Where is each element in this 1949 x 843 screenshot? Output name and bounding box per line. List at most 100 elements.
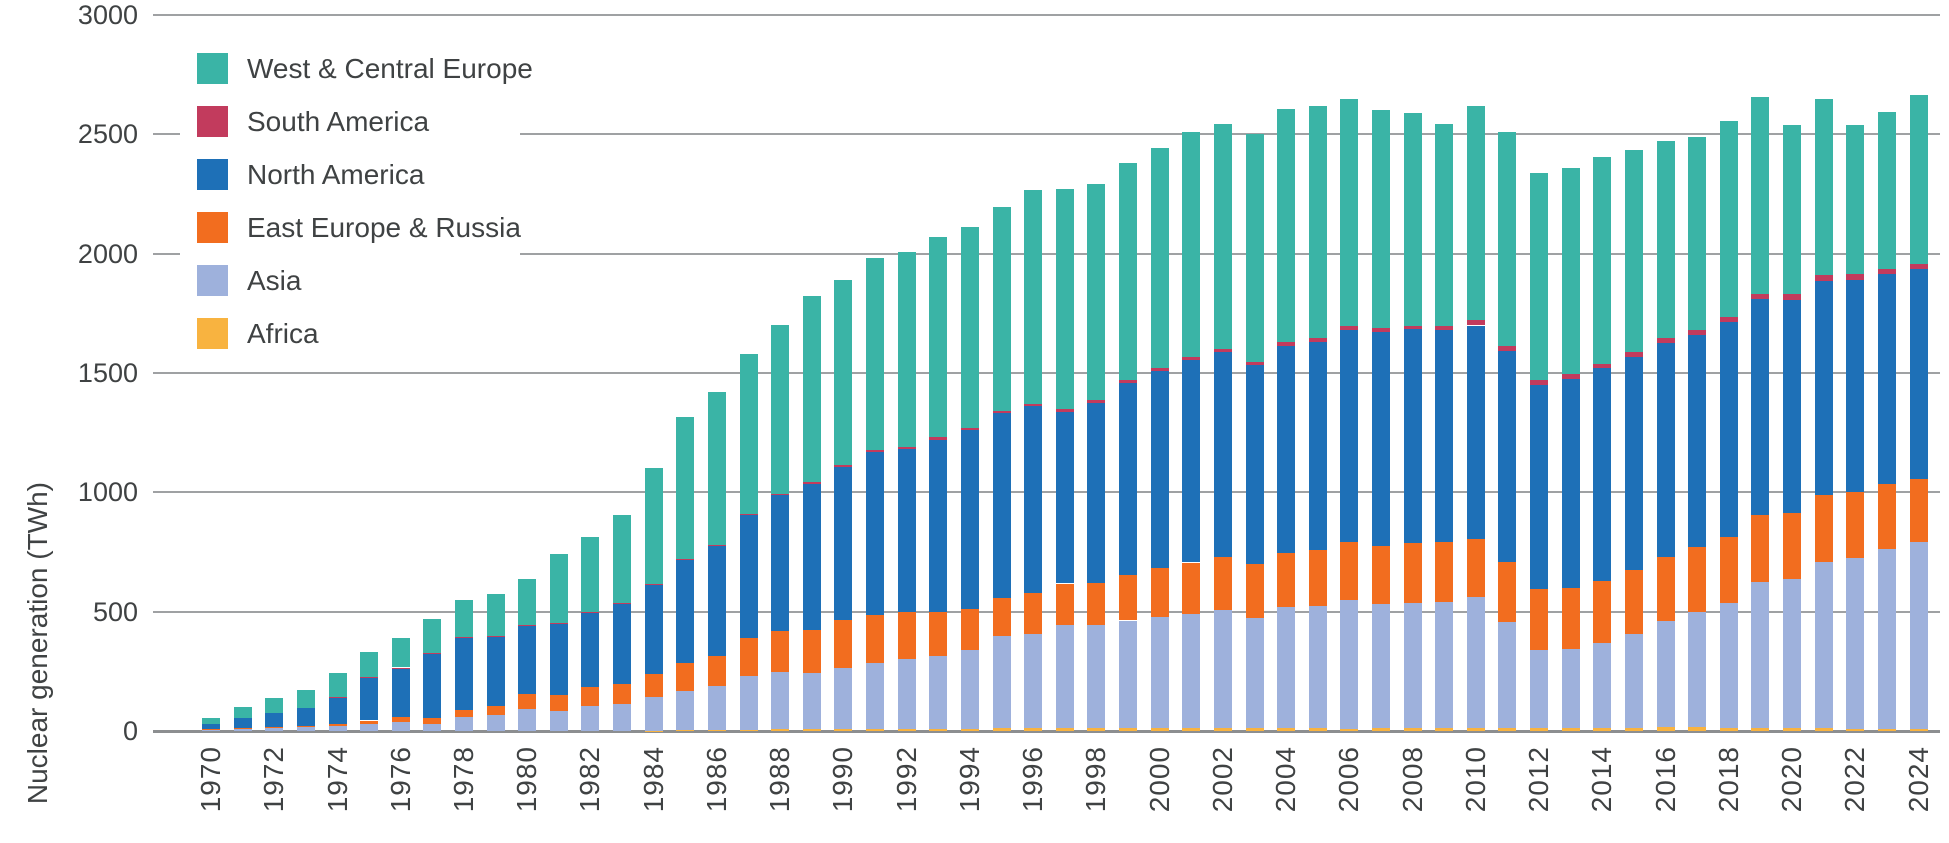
- bar-segment-2010-west-central-europe: [1466, 105, 1485, 321]
- bar-segment-2022-south-america: [1846, 274, 1865, 280]
- bar-segment-1971-west-central-europe: [233, 707, 252, 718]
- bar-segment-1990-south-america: [834, 465, 853, 468]
- bar-segment-2013-south-america: [1561, 374, 1580, 380]
- bar-segment-2018-north-america: [1719, 322, 1738, 538]
- bar-segment-1972-east-europe-russia: [265, 726, 284, 729]
- bar-segment-2012-west-central-europe: [1530, 172, 1548, 381]
- bar-segment-1996-west-central-europe: [1024, 189, 1043, 404]
- x-tick-label-1990: 1990: [827, 746, 859, 813]
- bar-segment-1984-west-central-europe: [644, 468, 663, 584]
- x-tick-label-2020: 2020: [1776, 746, 1807, 813]
- bar-segment-1991-africa: [866, 728, 884, 731]
- x-tick-label-2016: 2016: [1649, 746, 1681, 813]
- bar-segment-2008-south-america: [1403, 325, 1422, 330]
- bar-segment-1984-north-america: [644, 584, 663, 674]
- bar-segment-1999-asia: [1119, 620, 1137, 728]
- bar-segment-2003-south-america: [1245, 361, 1264, 366]
- y-tick-label-0: 0: [122, 716, 138, 746]
- legend-item-asia[interactable]: Asia: [197, 265, 520, 296]
- bar-segment-2018-east-europe-russia: [1719, 537, 1738, 603]
- bar-segment-2019-asia: [1751, 582, 1770, 728]
- x-tick-label-2002: 2002: [1206, 746, 1238, 813]
- bar-segment-2003-east-europe-russia: [1245, 564, 1264, 619]
- bar-segment-1972-west-central-europe: [265, 697, 284, 713]
- bar-segment-1992-africa: [897, 728, 916, 731]
- bar-segment-1997-south-america: [1055, 408, 1074, 412]
- bar-segment-1993-west-central-europe: [929, 237, 948, 438]
- bar-segment-2000-north-america: [1150, 371, 1169, 568]
- bar-segment-2002-africa: [1213, 728, 1232, 731]
- bar-segment-2016-east-europe-russia: [1656, 556, 1675, 622]
- legend-swatch: [197, 159, 228, 190]
- bar-segment-2011-west-central-europe: [1498, 131, 1517, 347]
- gridline-1000: [153, 491, 1940, 494]
- bar-segment-2020-east-europe-russia: [1783, 512, 1801, 579]
- bar-segment-1985-africa: [676, 730, 695, 731]
- bar-segment-1992-west-central-europe: [897, 252, 916, 447]
- bar-segment-1995-north-america: [992, 413, 1011, 599]
- bar-segment-2023-east-europe-russia: [1877, 484, 1896, 549]
- x-tick-label-1976: 1976: [384, 746, 416, 813]
- bar-segment-2014-north-america: [1593, 368, 1612, 581]
- bar-segment-2012-east-europe-russia: [1530, 589, 1548, 651]
- bar-segment-2022-west-central-europe: [1846, 124, 1865, 275]
- legend-item-south-america[interactable]: South America: [197, 106, 520, 137]
- bar-segment-1990-west-central-europe: [834, 280, 853, 466]
- x-tick-label-1980: 1980: [511, 746, 543, 813]
- bar-segment-2000-west-central-europe: [1150, 148, 1169, 369]
- bar-segment-2000-asia: [1150, 616, 1169, 728]
- legend-swatch: [197, 53, 228, 84]
- bar-segment-1975-west-central-europe: [360, 652, 379, 678]
- bar-segment-1980-east-europe-russia: [518, 694, 537, 710]
- bar-segment-2010-south-america: [1466, 320, 1485, 326]
- legend-item-west-central-europe[interactable]: West & Central Europe: [197, 53, 533, 84]
- bar-segment-1973-north-america: [296, 708, 315, 726]
- bar-segment-2017-east-europe-russia: [1688, 547, 1707, 612]
- bar-segment-1992-east-europe-russia: [897, 611, 916, 660]
- x-tick-label-1978: 1978: [448, 746, 479, 813]
- bar-segment-2024-asia: [1909, 541, 1928, 730]
- legend-item-east-europe-russia[interactable]: East Europe & Russia: [197, 211, 521, 243]
- bar-segment-1986-north-america: [707, 545, 726, 657]
- bar-segment-1998-east-europe-russia: [1087, 582, 1106, 626]
- bar-segment-1986-africa: [707, 729, 726, 731]
- y-tick-label-1000: 1000: [77, 477, 138, 508]
- bar-segment-2008-east-europe-russia: [1403, 542, 1422, 603]
- bar-segment-2017-north-america: [1688, 334, 1707, 548]
- bar-segment-1997-east-europe-russia: [1055, 583, 1074, 626]
- bar-segment-1992-north-america: [897, 449, 916, 612]
- bar-segment-1985-north-america: [676, 560, 695, 664]
- bar-segment-1978-west-central-europe: [455, 599, 473, 638]
- y-tick-label-1500: 1500: [77, 358, 138, 388]
- bar-segment-2002-south-america: [1213, 348, 1232, 353]
- bar-segment-1993-asia: [929, 655, 948, 730]
- bar-segment-1981-east-europe-russia: [549, 695, 568, 711]
- bar-segment-1974-east-europe-russia: [328, 723, 347, 726]
- bar-segment-2016-south-america: [1656, 337, 1675, 344]
- bar-segment-2019-north-america: [1751, 299, 1770, 516]
- bar-segment-1970-north-america: [202, 723, 220, 730]
- bar-segment-2012-asia: [1530, 650, 1548, 728]
- legend-item-africa[interactable]: Africa: [197, 318, 520, 349]
- legend-label: East Europe & Russia: [247, 211, 521, 243]
- bar-segment-1982-east-europe-russia: [581, 687, 600, 706]
- bar-segment-2010-asia: [1466, 597, 1485, 729]
- bar-segment-2008-west-central-europe: [1403, 112, 1422, 326]
- bar-segment-1987-west-central-europe: [739, 354, 758, 514]
- bar-segment-2020-south-america: [1783, 294, 1801, 300]
- bar-segment-1993-north-america: [929, 439, 948, 612]
- legend-label: Asia: [247, 264, 302, 296]
- x-tick-label-2000: 2000: [1143, 746, 1175, 813]
- y-tick-label-500: 500: [92, 596, 138, 627]
- bar-segment-2006-africa: [1340, 728, 1359, 731]
- bar-segment-2010-africa: [1466, 728, 1485, 731]
- x-tick-label-2010: 2010: [1459, 746, 1491, 813]
- legend-item-north-america[interactable]: North America: [197, 159, 520, 190]
- bar-segment-2002-east-europe-russia: [1213, 557, 1232, 610]
- bar-segment-2005-west-central-europe: [1308, 105, 1327, 339]
- bar-segment-1996-africa: [1024, 728, 1043, 731]
- bar-segment-1983-asia: [613, 704, 632, 731]
- bar-segment-2001-south-america: [1182, 356, 1201, 360]
- bar-segment-1993-east-europe-russia: [929, 611, 948, 656]
- bar-segment-1977-asia: [423, 723, 442, 731]
